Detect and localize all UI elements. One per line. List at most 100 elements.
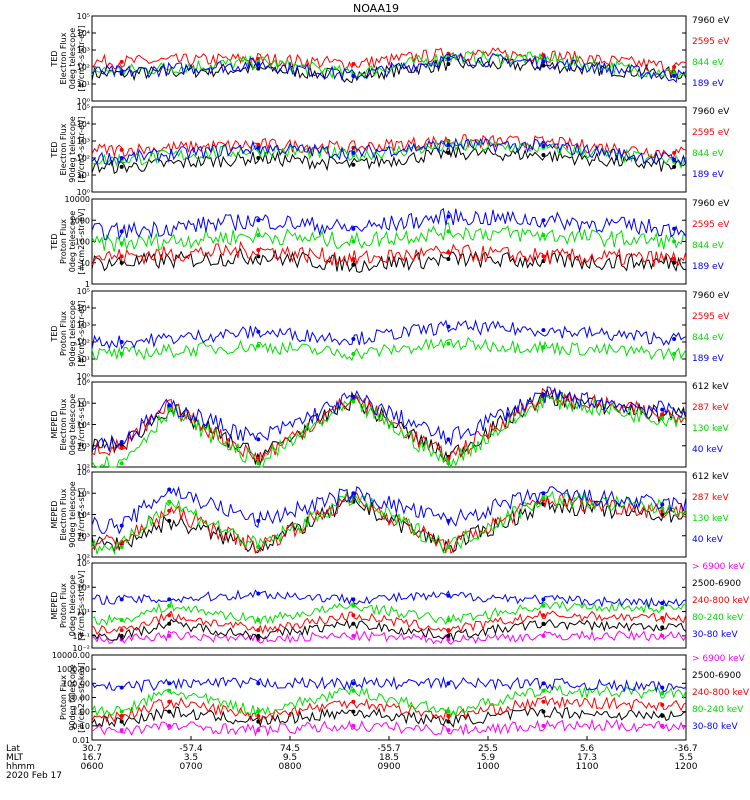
series-line-30-80-kev <box>91 589 687 609</box>
data-point <box>119 728 124 733</box>
x-tick-lat: 74.5 <box>280 744 300 754</box>
legend-label: 2595 eV <box>692 312 730 322</box>
series-line-287-kev <box>91 387 687 467</box>
data-point <box>541 681 546 686</box>
data-point <box>167 508 172 513</box>
data-point <box>351 603 356 608</box>
series-line-844-ev <box>91 222 687 252</box>
y-axis-label-line: Electron Flux <box>59 32 68 84</box>
series-line-189-ev <box>91 207 687 240</box>
y-tick-label: 10¹ <box>77 355 90 364</box>
data-point <box>167 621 172 626</box>
data-point <box>119 59 124 64</box>
y-tick-label: 10⁴ <box>77 421 90 430</box>
y-axis-label-line: [#/cm2-s-str-eV] <box>77 300 86 366</box>
series-line-80-240-kev <box>91 684 687 719</box>
y-tick-label: 10⁰ <box>77 372 90 381</box>
data-point <box>446 142 451 147</box>
data-point <box>541 491 546 496</box>
y-tick-label: 1000 <box>70 216 90 225</box>
legend-label: 2595 eV <box>692 220 730 230</box>
y-axis-label-line: [#/cm2-s-str-eV] <box>77 25 86 91</box>
y-axis-label-line: 0deg telescope <box>68 211 77 272</box>
series-line--6900-kev <box>91 718 687 737</box>
data-point <box>351 394 356 399</box>
x-tick-lat: 25.5 <box>478 744 498 754</box>
y-axis-label-line: 90deg telescope <box>68 116 77 183</box>
legend-label: 2500-6900 <box>692 579 741 589</box>
y-axis-label-line: Proton Flux <box>59 311 68 356</box>
legend-label: 287 keV <box>692 493 729 503</box>
data-point <box>351 73 356 78</box>
data-point <box>541 392 546 397</box>
series-line--6900-kev <box>92 629 687 645</box>
x-tick-lat: -55.7 <box>377 744 400 754</box>
panel-6: 10² 10³ 10⁴ 10⁵ 10⁶ MEPED Electron Flux 90deg t… <box>50 468 729 562</box>
y-axis-label-line: [#/cm2-s-str] <box>77 398 86 451</box>
data-point <box>256 544 261 549</box>
panel-3: 1 10 100 1000 10000 TED Proton Flux 0deg telesc… <box>50 195 730 289</box>
data-point <box>672 73 677 78</box>
series-line-2500-6900 <box>91 618 687 642</box>
legend-label: 130 keV <box>692 424 729 434</box>
data-point <box>660 723 665 728</box>
data-point <box>167 499 172 504</box>
y-tick-label: 10³ <box>77 583 90 592</box>
data-point <box>167 518 172 523</box>
data-point <box>672 351 677 356</box>
y-tick-label: 10² <box>77 463 90 472</box>
data-point <box>446 229 451 234</box>
data-point <box>446 518 451 523</box>
y-tick-label: 10⁰ <box>77 97 90 106</box>
x-row-label: hhmm <box>6 762 35 772</box>
data-point <box>256 247 261 252</box>
y-axis-label-line: 90deg telescope <box>68 664 77 731</box>
data-point <box>446 633 451 638</box>
panel-frame <box>91 381 687 468</box>
legend-label: 844 eV <box>692 149 725 159</box>
data-point <box>541 633 546 638</box>
data-point <box>541 688 546 693</box>
data-point <box>446 593 451 598</box>
y-tick-label: 10³ <box>77 321 90 330</box>
data-point <box>660 625 665 630</box>
legend-label: 844 eV <box>692 333 725 343</box>
data-point <box>446 637 451 642</box>
data-point <box>119 709 124 714</box>
x-tick-hhmm: 1100 <box>576 762 599 772</box>
legend-label: 80-240 keV <box>692 613 744 623</box>
y-tick-label: 10⁵ <box>77 103 90 112</box>
data-point <box>119 440 124 445</box>
series-line-844-ev <box>91 49 687 80</box>
y-tick-label: 10² <box>77 553 90 562</box>
data-point <box>256 719 261 724</box>
legend-label: 7960 eV <box>692 199 730 209</box>
x-tick-hhmm: 0800 <box>279 762 302 772</box>
y-axis-label-line: Electron Flux <box>59 398 68 450</box>
data-point <box>541 218 546 223</box>
series-line-189-ev <box>91 137 687 167</box>
y-axis-label-line: [#/cm2-s-str-eV] <box>77 208 86 274</box>
data-point <box>660 615 665 620</box>
data-point <box>541 495 546 500</box>
data-point <box>446 62 451 67</box>
data-point <box>351 723 356 728</box>
series-line-30-80-kev <box>91 675 687 694</box>
legend-label: 287 keV <box>692 403 729 413</box>
data-point <box>351 226 356 231</box>
data-point <box>446 713 451 718</box>
data-point <box>541 59 546 64</box>
y-tick-label: 0.10 <box>72 722 90 731</box>
y-tick-label: 10⁻¹ <box>72 632 90 641</box>
y-tick-label: 10³ <box>77 442 90 451</box>
data-point <box>446 250 451 255</box>
series-line-130-kev <box>91 489 687 556</box>
y-axis-label-line: MEPED <box>50 592 59 620</box>
data-point <box>541 233 546 238</box>
y-tick-label: 10¹ <box>77 80 90 89</box>
y-tick-label: 1000.00 <box>57 665 90 674</box>
x-tick-mlt: 17.3 <box>577 753 597 763</box>
y-tick-label: 10⁵ <box>77 12 90 21</box>
data-point <box>446 628 451 633</box>
